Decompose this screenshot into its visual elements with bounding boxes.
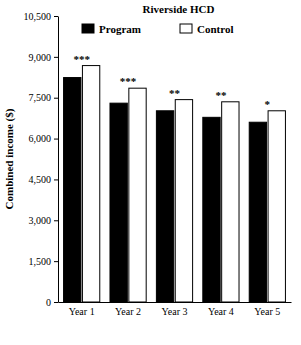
legend: Program Control: [82, 23, 233, 35]
x-tick: Year 1: [69, 306, 95, 317]
y-tick: 1,500: [29, 256, 59, 267]
y-tick-label: 3,000: [29, 215, 52, 226]
y-tick-label: 1,500: [29, 256, 52, 267]
x-tick-label: Year 3: [162, 306, 188, 317]
bar: [64, 78, 81, 302]
legend-swatch: [82, 24, 94, 33]
y-tick-label: 9,000: [29, 52, 52, 63]
y-tick: 3,000: [29, 215, 59, 226]
annotations: ***********: [73, 53, 270, 110]
y-tick-label: 7,500: [29, 92, 52, 103]
y-axis-title: Combined income ($): [3, 108, 16, 209]
annotation: ***: [73, 53, 90, 65]
bar: [268, 111, 285, 302]
legend-label: Program: [99, 23, 141, 35]
y-tick-mark: [54, 261, 58, 262]
y-tick-mark: [54, 57, 58, 58]
x-tick: Year 5: [254, 306, 280, 317]
x-tick: Year 4: [208, 306, 234, 317]
bar: [249, 122, 266, 302]
y-tick: 7,500: [29, 92, 59, 103]
y-axis: 0 1,500 3,000 4,500 6,000 7,500 9,000 10,500: [24, 11, 59, 308]
bar: [203, 117, 220, 302]
y-tick: 9,000: [29, 52, 59, 63]
y-tick: 0: [46, 297, 58, 308]
y-tick-mark: [54, 139, 58, 140]
bar: [110, 103, 127, 302]
legend-item: Program: [82, 23, 141, 35]
y-tick: 4,500: [29, 174, 59, 185]
bars: [64, 66, 286, 302]
y-tick-label: 6,000: [29, 133, 52, 144]
x-tick-label: Year 2: [115, 306, 141, 317]
annotation: ***: [120, 75, 137, 87]
y-tick-label: 0: [46, 297, 51, 308]
y-tick-mark: [54, 302, 58, 303]
y-tick-mark: [54, 98, 58, 99]
x-tick-label: Year 1: [69, 306, 95, 317]
y-tick-label: 4,500: [29, 174, 52, 185]
x-axis-line: [59, 302, 292, 303]
y-tick-mark: [54, 220, 58, 221]
chart: ***********01,5003,0004,5006,0007,5009,0…: [0, 0, 301, 345]
annotation: **: [215, 89, 227, 101]
x-tick-label: Year 5: [254, 306, 280, 317]
y-tick: 10,500: [24, 11, 59, 22]
x-axis: Year 1 Year 2 Year 3 Year 4 Year 5: [59, 303, 292, 318]
bar: [82, 66, 99, 302]
plot: ***********01,5003,0004,5006,0007,5009,0…: [24, 11, 292, 317]
bar: [156, 111, 173, 302]
legend-item: Control: [180, 23, 233, 35]
bar: [175, 100, 192, 302]
y-tick-label: 10,500: [24, 11, 52, 22]
annotation: **: [169, 87, 181, 99]
x-tick-label: Year 4: [208, 306, 234, 317]
x-tick: Year 2: [115, 306, 141, 317]
y-tick-mark: [54, 16, 58, 17]
legend-swatch: [180, 24, 192, 33]
legend-label: Control: [197, 23, 233, 35]
title: Riverside HCD: [143, 3, 215, 15]
annotation: *: [265, 98, 271, 110]
y-tick: 6,000: [29, 133, 59, 144]
bar: [129, 88, 146, 302]
y-tick-mark: [54, 179, 58, 180]
x-tick: Year 3: [162, 306, 188, 317]
y-axis-line: [58, 17, 59, 303]
bar: [222, 102, 239, 302]
